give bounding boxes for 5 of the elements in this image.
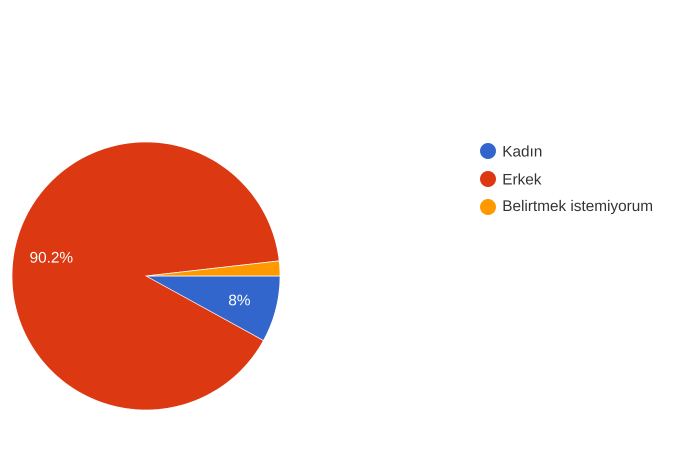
- data-label: 8%: [228, 294, 250, 306]
- legend-label: Kadın: [504, 145, 542, 157]
- data-label: 90.2%: [30, 252, 72, 263]
- legend-label: Belirtmek istemiyorum: [504, 200, 652, 214]
- legend-label: Erkek: [504, 173, 542, 185]
